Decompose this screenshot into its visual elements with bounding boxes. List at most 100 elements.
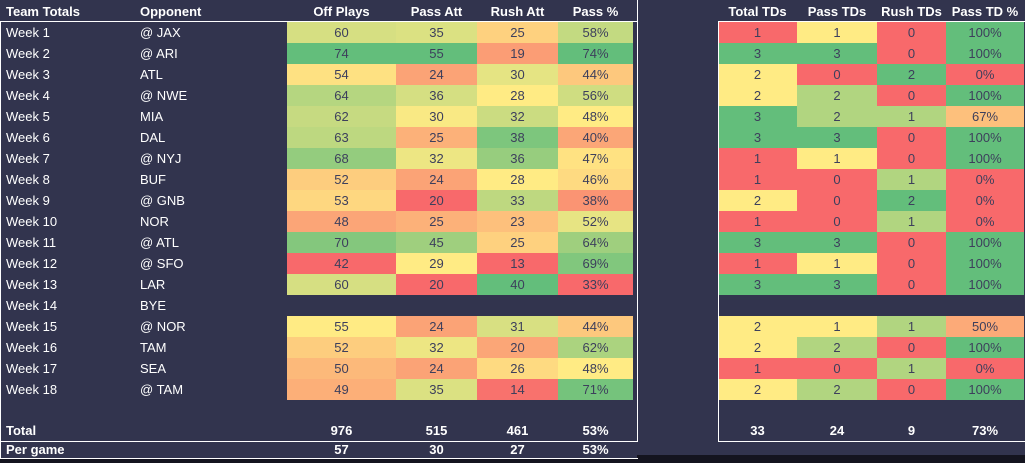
week-label-cell[interactable]: Week 18 <box>6 382 58 397</box>
stat-cell[interactable]: 74% <box>558 43 633 64</box>
stat-cell[interactable]: 64 <box>287 85 396 106</box>
column-header[interactable]: Opponent <box>140 3 202 19</box>
stat-cell[interactable]: 47% <box>558 148 633 169</box>
stat-cell[interactable]: 50% <box>946 316 1024 337</box>
per-game-value[interactable]: 57 <box>334 442 349 457</box>
opponent-cell[interactable]: @ ATL <box>140 235 179 250</box>
stat-cell[interactable]: 1 <box>718 169 797 190</box>
stat-cell[interactable]: 3 <box>797 274 877 295</box>
column-header[interactable]: Rush TDs <box>881 3 942 19</box>
stat-cell[interactable]: 42 <box>287 253 396 274</box>
opponent-cell[interactable]: TAM <box>140 340 167 355</box>
stat-cell[interactable]: 25 <box>396 127 477 148</box>
total-label[interactable]: Total <box>6 423 37 438</box>
week-label-cell[interactable]: Week 9 <box>6 193 50 208</box>
stat-cell[interactable]: 24 <box>396 64 477 85</box>
stat-cell[interactable]: 25 <box>396 211 477 232</box>
stat-cell[interactable]: 63 <box>287 127 396 148</box>
stat-cell[interactable]: 48 <box>287 211 396 232</box>
stat-cell[interactable]: 100% <box>946 253 1024 274</box>
stat-cell[interactable] <box>797 295 877 316</box>
stat-cell[interactable]: 0% <box>946 64 1024 85</box>
stat-cell[interactable]: 30 <box>477 64 558 85</box>
stat-cell[interactable]: 0 <box>877 148 946 169</box>
stat-cell[interactable] <box>558 295 633 316</box>
stat-cell[interactable]: 0% <box>946 358 1024 379</box>
stat-cell[interactable]: 2 <box>718 379 797 400</box>
stat-cell[interactable]: 2 <box>877 190 946 211</box>
stat-cell[interactable]: 64% <box>558 232 633 253</box>
stat-cell[interactable]: 2 <box>797 379 877 400</box>
stat-cell[interactable]: 0 <box>877 274 946 295</box>
total-value[interactable]: 515 <box>425 423 448 438</box>
stat-cell[interactable] <box>718 295 797 316</box>
stat-cell[interactable]: 62% <box>558 337 633 358</box>
opponent-cell[interactable]: @ ARI <box>140 46 178 61</box>
stat-cell[interactable]: 2 <box>718 337 797 358</box>
stat-cell[interactable]: 2 <box>877 64 946 85</box>
stat-cell[interactable]: 0 <box>877 253 946 274</box>
stat-cell[interactable]: 52 <box>287 169 396 190</box>
stat-cell[interactable]: 36 <box>396 85 477 106</box>
opponent-cell[interactable]: BUF <box>140 172 166 187</box>
week-label-cell[interactable]: Week 13 <box>6 277 58 292</box>
stat-cell[interactable]: 26 <box>477 358 558 379</box>
column-header[interactable]: Pass TDs <box>807 3 867 19</box>
stat-cell[interactable]: 2 <box>718 85 797 106</box>
stat-cell[interactable]: 32 <box>396 148 477 169</box>
stat-cell[interactable]: 28 <box>477 85 558 106</box>
week-label-cell[interactable]: Week 16 <box>6 340 58 355</box>
stat-cell[interactable]: 20 <box>396 190 477 211</box>
stat-cell[interactable]: 1 <box>718 148 797 169</box>
total-value[interactable]: 9 <box>907 423 916 438</box>
stat-cell[interactable]: 74 <box>287 43 396 64</box>
stat-cell[interactable]: 55 <box>287 316 396 337</box>
stat-cell[interactable]: 0 <box>797 169 877 190</box>
week-label-cell[interactable]: Week 6 <box>6 130 50 145</box>
column-header[interactable]: Rush Att <box>490 3 545 19</box>
stat-cell[interactable]: 3 <box>797 43 877 64</box>
column-header[interactable]: Team Totals <box>6 3 80 19</box>
stat-cell[interactable]: 0 <box>877 379 946 400</box>
week-label-cell[interactable]: Week 1 <box>6 25 50 40</box>
stat-cell[interactable]: 0 <box>797 64 877 85</box>
stat-cell[interactable]: 45 <box>396 232 477 253</box>
week-label-cell[interactable]: Week 7 <box>6 151 50 166</box>
stat-cell[interactable]: 2 <box>718 316 797 337</box>
stat-cell[interactable]: 55 <box>396 43 477 64</box>
stat-cell[interactable]: 2 <box>797 85 877 106</box>
stat-cell[interactable]: 3 <box>718 232 797 253</box>
per-game-value[interactable]: 53% <box>582 442 609 457</box>
week-label-cell[interactable]: Week 14 <box>6 298 58 313</box>
column-header[interactable]: Pass TD % <box>951 3 1019 19</box>
stat-cell[interactable]: 25 <box>477 232 558 253</box>
stat-cell[interactable]: 33 <box>477 190 558 211</box>
week-label-cell[interactable]: Week 10 <box>6 214 58 229</box>
stat-cell[interactable]: 2 <box>797 337 877 358</box>
stat-cell[interactable]: 44% <box>558 316 633 337</box>
stat-cell[interactable]: 1 <box>797 253 877 274</box>
stat-cell[interactable] <box>946 295 1024 316</box>
week-label-cell[interactable]: Week 15 <box>6 319 58 334</box>
stat-cell[interactable] <box>477 295 558 316</box>
per-game-value[interactable]: 30 <box>429 442 444 457</box>
stat-cell[interactable]: 40% <box>558 127 633 148</box>
stat-cell[interactable]: 3 <box>797 232 877 253</box>
per-game-value[interactable]: 27 <box>510 442 525 457</box>
stat-cell[interactable]: 32 <box>396 337 477 358</box>
opponent-cell[interactable]: @ TAM <box>140 382 184 397</box>
stat-cell[interactable] <box>877 295 946 316</box>
stat-cell[interactable]: 60 <box>287 22 396 43</box>
stat-cell[interactable]: 52% <box>558 211 633 232</box>
stat-cell[interactable]: 56% <box>558 85 633 106</box>
stat-cell[interactable] <box>287 295 396 316</box>
stat-cell[interactable]: 0 <box>877 232 946 253</box>
stat-cell[interactable] <box>396 295 477 316</box>
opponent-cell[interactable]: @ JAX <box>140 25 181 40</box>
week-label-cell[interactable]: Week 17 <box>6 361 58 376</box>
stat-cell[interactable]: 100% <box>946 232 1024 253</box>
week-label-cell[interactable]: Week 11 <box>6 235 57 250</box>
stat-cell[interactable]: 1 <box>718 22 797 43</box>
stat-cell[interactable]: 33% <box>558 274 633 295</box>
total-value[interactable]: 53% <box>582 423 609 438</box>
